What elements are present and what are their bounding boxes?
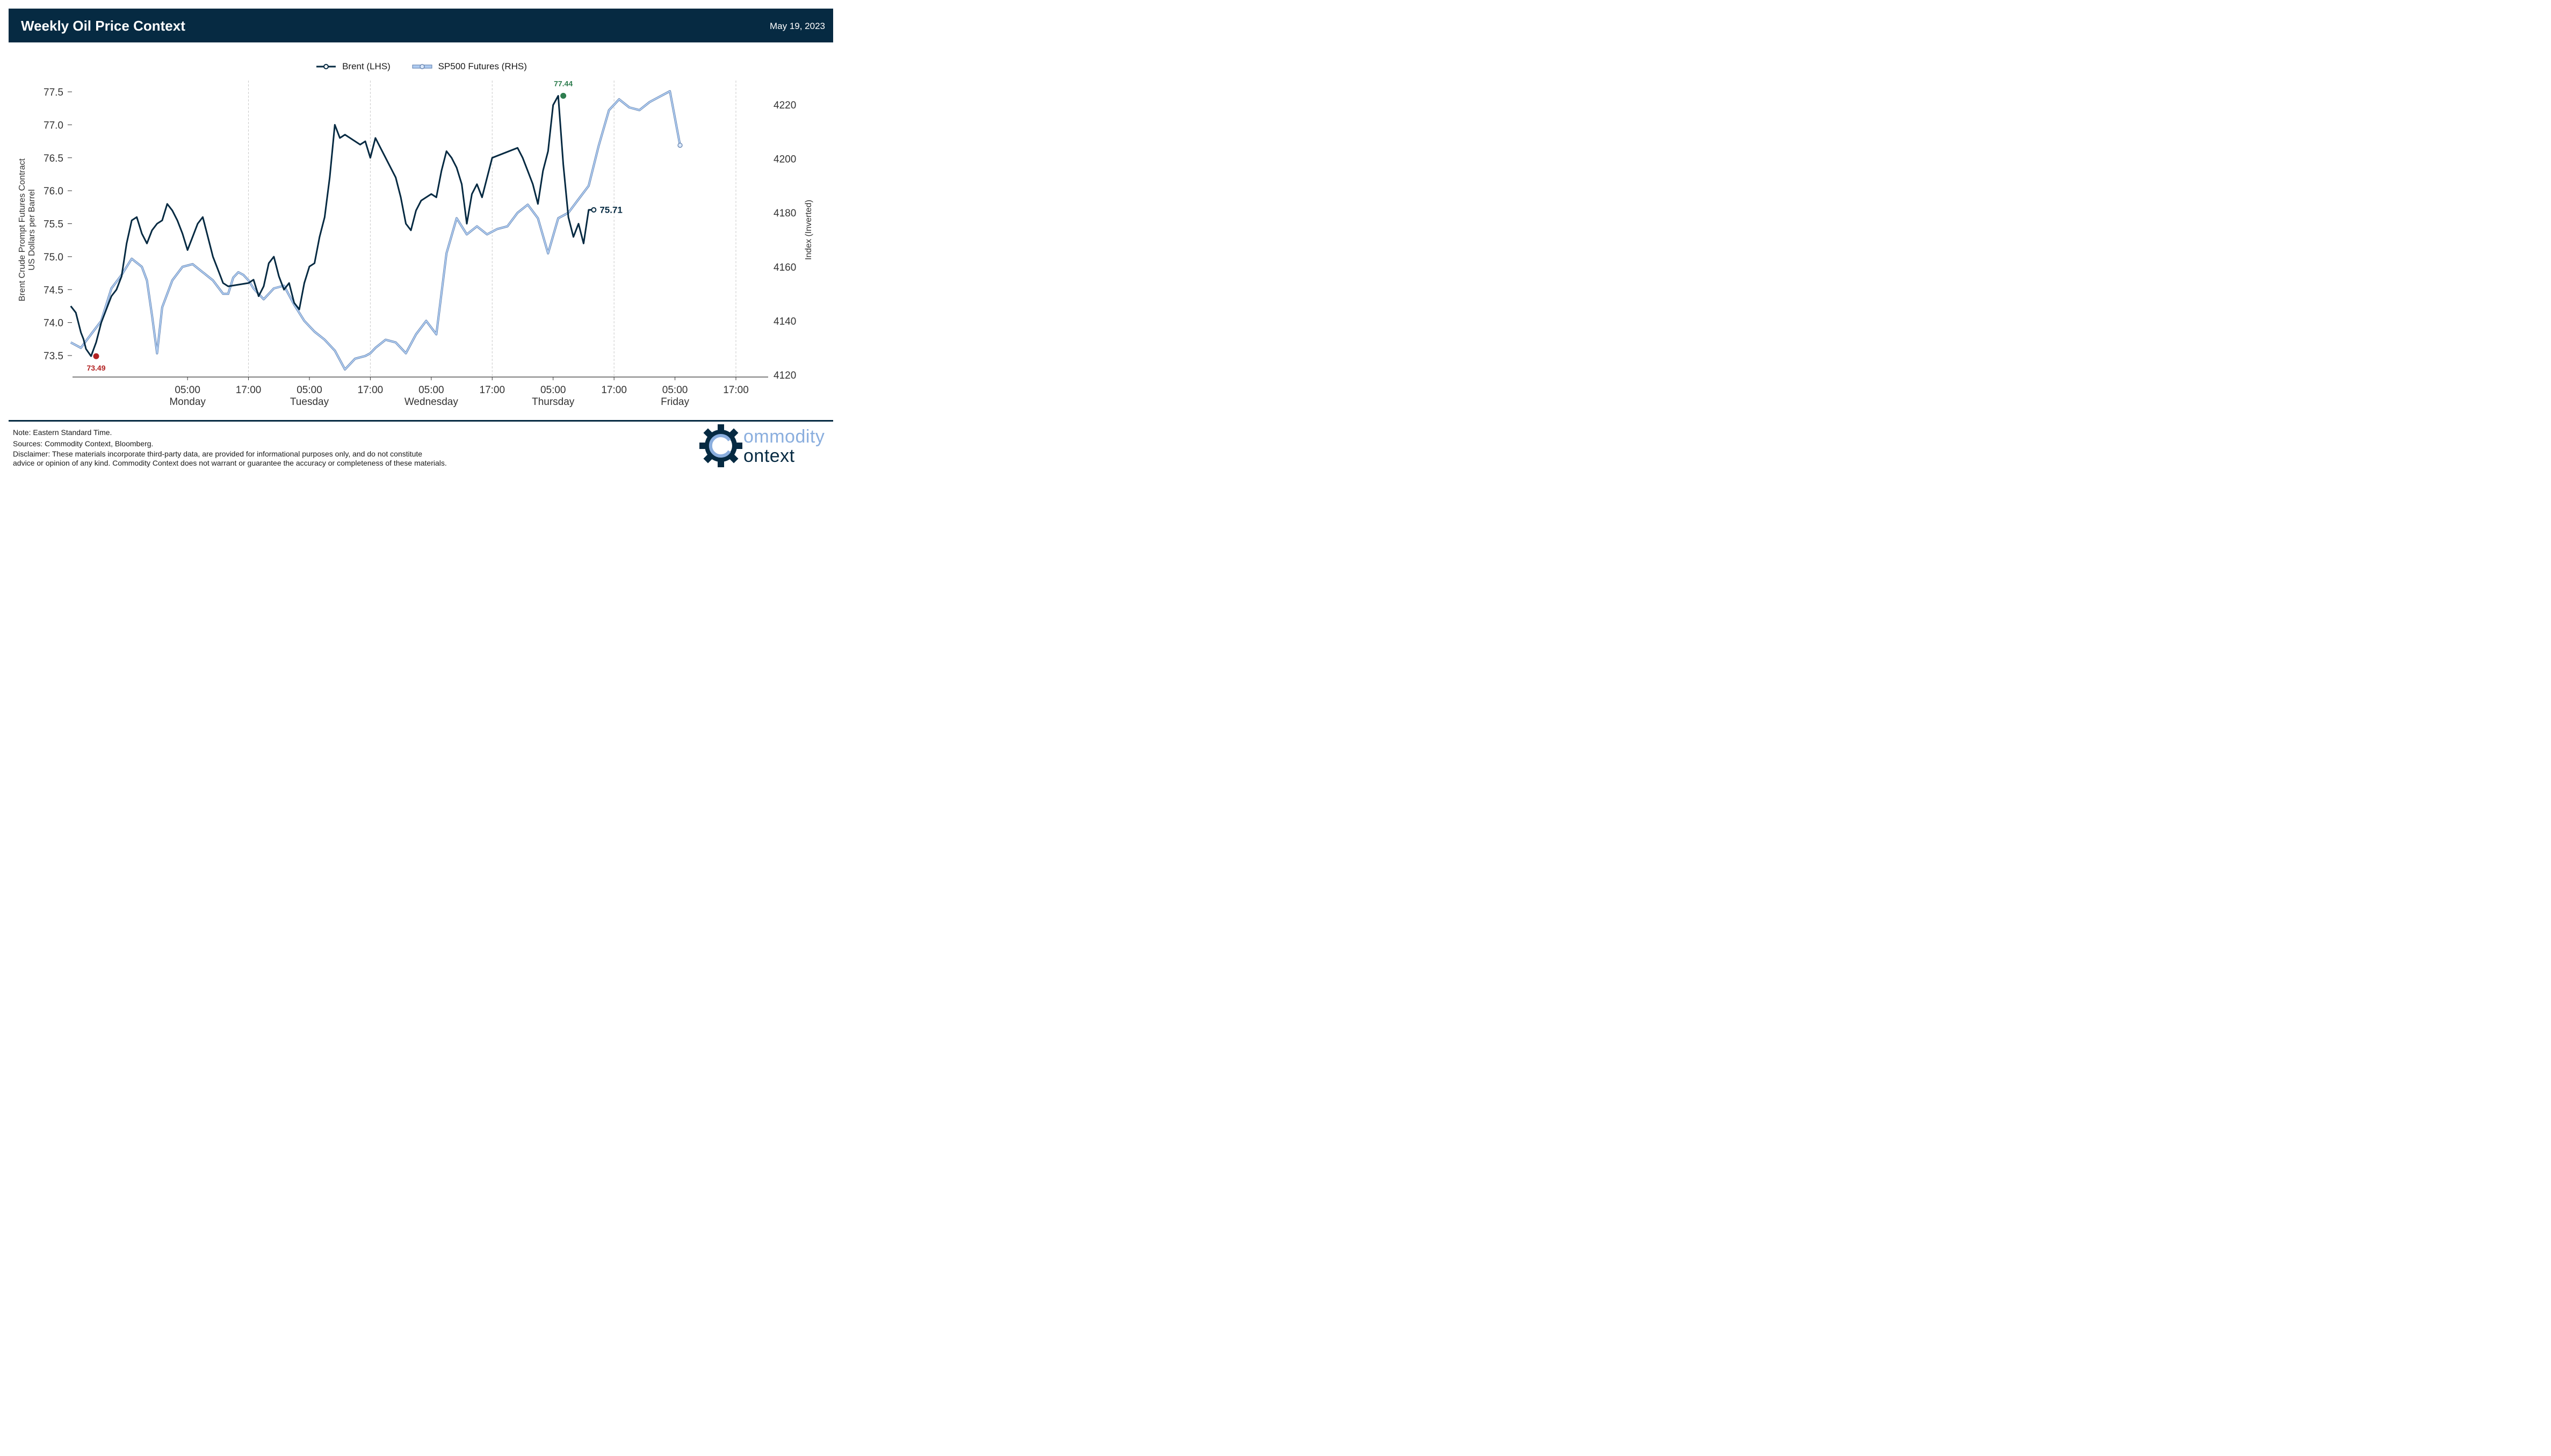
x-tick-sublabel-8: Friday — [661, 396, 689, 408]
y-tick-label-6: 76.5 — [44, 153, 63, 164]
y2-axis-title: Index (Inverted) — [804, 200, 813, 260]
y2-tick-label-0: 4120 — [774, 370, 796, 381]
header-bar: Weekly Oil Price Context May 19, 2023 — [9, 9, 833, 42]
y-tick-label-2: 74.5 — [44, 285, 63, 296]
legend-spx-swatch — [412, 64, 432, 69]
x-tick-sublabel-2: Tuesday — [290, 396, 329, 408]
x-tick-label-4: 05:00 — [418, 385, 444, 396]
chart-plot: 73.5 74.0 74.5 75.0 75.5 76.0 76.5 77.0 77.5 4120… — [18, 79, 813, 408]
spx-last-point — [677, 142, 683, 148]
y-axis-title: Brent Crude Prompt Futures ContractUS Do… — [18, 158, 37, 301]
y2-tick-label-4: 4200 — [774, 154, 796, 165]
footer-disclaimer-line-2: advice or opinion of any kind. Commodity… — [13, 459, 447, 467]
y2-tick-label-2: 4160 — [774, 262, 796, 273]
y-tick-label-1: 74.0 — [44, 318, 63, 329]
spx-series-line — [70, 90, 681, 371]
footer-sources: Sources: Commodity Context, Bloomberg. — [13, 439, 154, 448]
spx-series-edge — [70, 90, 681, 371]
gear-icon — [699, 424, 742, 467]
legend-brent-label: Brent (LHS) — [342, 61, 391, 71]
annotation-max-marker — [560, 92, 567, 99]
chart-date: May 19, 2023 — [769, 21, 825, 31]
annotation-min-marker — [93, 353, 99, 359]
y2-tick-label-1: 4140 — [774, 316, 796, 327]
legend-spx-label: SP500 Futures (RHS) — [438, 61, 527, 71]
brent-series-line — [70, 95, 594, 357]
x-tick-label-3: 17:00 — [358, 385, 384, 396]
logo-word-commodity: ommodity — [743, 426, 825, 447]
legend-item-brent: Brent (LHS) — [315, 61, 391, 72]
footer-note: Note: Eastern Standard Time. — [13, 428, 112, 437]
y-axis-title-line-0: Brent Crude Prompt Futures Contract — [18, 158, 27, 301]
x-tick-label-9: 17:00 — [723, 385, 749, 396]
y-tick-label-7: 77.0 — [44, 120, 63, 131]
y-tick-label-8: 77.5 — [44, 87, 63, 98]
y-tick-label-0: 73.5 — [44, 351, 63, 362]
footer-disclaimer-line-1: Disclaimer: These materials incorporate … — [13, 450, 423, 458]
x-tick-label-2: 05:00 — [297, 385, 322, 396]
x-tick-label-8: 05:00 — [662, 385, 688, 396]
annotation-last-label: 75.71 — [599, 205, 623, 215]
x-tick-label-7: 17:00 — [601, 385, 627, 396]
logo-word-context: ontext — [743, 446, 795, 466]
y-tick-label-3: 75.0 — [44, 252, 63, 263]
x-tick-label-5: 17:00 — [480, 385, 505, 396]
x-tick-label-0: 05:00 — [175, 385, 200, 396]
x-tick-label-1: 17:00 — [236, 385, 262, 396]
x-tick-sublabel-4: Wednesday — [404, 396, 458, 408]
y-axis-title-line-1: US Dollars per Barrel — [27, 189, 37, 270]
legend-item-spx: SP500 Futures (RHS) — [411, 61, 527, 72]
y2-tick-label-3: 4180 — [774, 208, 796, 219]
commodity-context-logo: ommodity ontext — [698, 423, 833, 469]
footer-divider — [9, 420, 833, 422]
annotation-min-label: 73.49 — [86, 364, 105, 372]
x-tick-sublabel-0: Monday — [169, 396, 206, 408]
legend: Brent (LHS) SP500 Futures (RHS) — [0, 61, 842, 73]
chart-title: Weekly Oil Price Context — [21, 18, 185, 34]
brent-last-point — [591, 207, 597, 213]
x-tick-label-6: 05:00 — [540, 385, 566, 396]
x-tick-sublabel-6: Thursday — [532, 396, 575, 408]
legend-brent-swatch — [316, 64, 336, 69]
y-tick-label-4: 75.5 — [44, 219, 63, 230]
annotation-max-label: 77.44 — [554, 79, 573, 88]
y-tick-label-5: 76.0 — [44, 186, 63, 197]
y2-tick-label-5: 4220 — [774, 100, 796, 111]
